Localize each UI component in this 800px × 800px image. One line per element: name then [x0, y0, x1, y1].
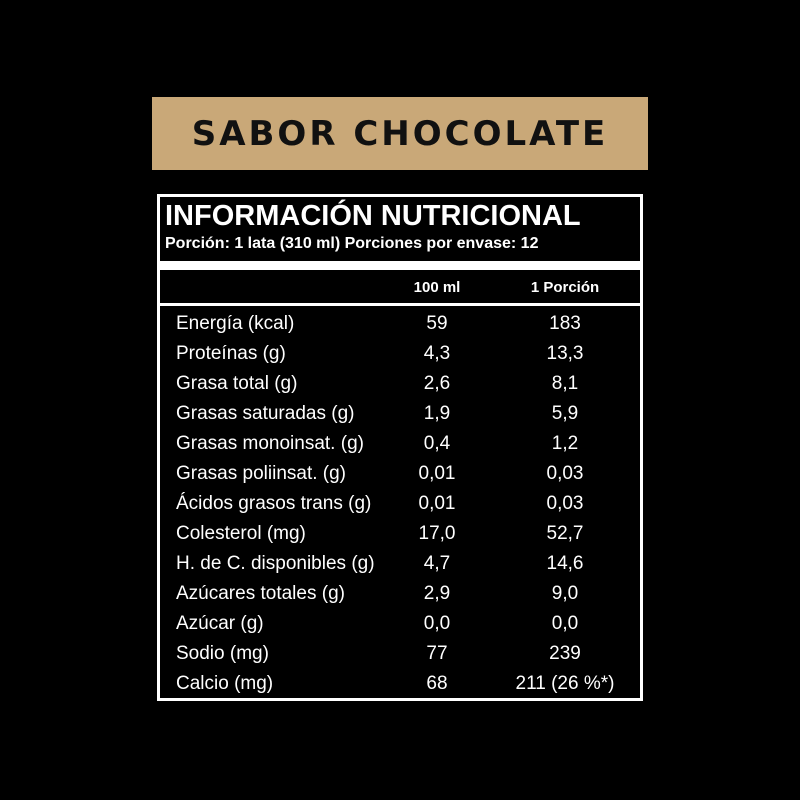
value-per-100ml: 77 — [426, 643, 448, 664]
column-header-100ml: 100 ml — [413, 279, 461, 296]
value-per-portion: 183 — [549, 313, 581, 334]
value-per-portion: 14,6 — [546, 553, 584, 574]
nutrient-label: Grasas poliinsat. (g) — [176, 463, 347, 484]
table-row: Grasas monoinsat. (g) 0,4 1,2 — [160, 429, 640, 459]
table-row: Ácidos grasos trans (g) 0,01 0,03 — [160, 489, 640, 519]
nutrient-label: Grasa total (g) — [176, 373, 298, 394]
value-per-portion: 52,7 — [546, 523, 584, 544]
value-per-portion: 9,0 — [551, 583, 579, 604]
nutrient-label: Ácidos grasos trans (g) — [176, 493, 372, 514]
value-per-portion: 211 (26 %*) — [515, 673, 615, 694]
value-per-100ml: 17,0 — [418, 523, 456, 544]
nutrient-table: Energía (kcal) 59 183 Proteínas (g) 4,3 1… — [160, 306, 640, 698]
table-row: Grasas poliinsat. (g) 0,01 0,03 — [160, 459, 640, 489]
panel-title: INFORMACIÓN NUTRICIONAL — [165, 200, 581, 232]
nutrient-label: Energía (kcal) — [176, 313, 295, 334]
nutrient-label: Proteínas (g) — [176, 343, 286, 364]
flavor-banner: SABOR CHOCOLATE — [152, 97, 648, 170]
nutrient-label: Grasas saturadas (g) — [176, 403, 355, 424]
value-per-portion: 0,03 — [546, 463, 584, 484]
column-header-portion: 1 Porción — [530, 279, 600, 296]
value-per-100ml: 0,4 — [423, 433, 451, 454]
flavor-title: SABOR CHOCOLATE — [191, 113, 609, 154]
value-per-100ml: 0,0 — [423, 613, 451, 634]
table-row: Sodio (mg) 77 239 — [160, 639, 640, 669]
value-per-100ml: 59 — [426, 313, 448, 334]
value-per-100ml: 2,6 — [423, 373, 451, 394]
table-row: Energía (kcal) 59 183 — [160, 309, 640, 339]
table-row: Azúcares totales (g) 2,9 9,0 — [160, 579, 640, 609]
value-per-100ml: 4,3 — [423, 343, 451, 364]
value-per-portion: 8,1 — [551, 373, 579, 394]
nutrient-label: Azúcares totales (g) — [176, 583, 345, 604]
nutrient-label: Azúcar (g) — [176, 613, 264, 634]
value-per-portion: 1,2 — [551, 433, 579, 454]
value-per-portion: 0,0 — [551, 613, 579, 634]
nutrient-label: Colesterol (mg) — [176, 523, 306, 544]
table-row: Azúcar (g) 0,0 0,0 — [160, 609, 640, 639]
table-row: Calcio (mg) 68 211 (26 %*) — [160, 669, 640, 699]
value-per-portion: 0,03 — [546, 493, 584, 514]
nutrient-label: H. de C. disponibles (g) — [176, 553, 375, 574]
nutrition-facts-panel: INFORMACIÓN NUTRICIONAL Porción: 1 lata … — [157, 194, 643, 701]
value-per-portion: 13,3 — [546, 343, 584, 364]
value-per-100ml: 4,7 — [423, 553, 451, 574]
value-per-100ml: 2,9 — [423, 583, 451, 604]
value-per-100ml: 0,01 — [418, 463, 456, 484]
value-per-100ml: 1,9 — [423, 403, 451, 424]
serving-info: Porción: 1 lata (310 ml) Porciones por e… — [165, 235, 539, 252]
nutrient-label: Calcio (mg) — [176, 673, 274, 694]
nutrient-label: Grasas monoinsat. (g) — [176, 433, 364, 454]
table-row: Grasa total (g) 2,6 8,1 — [160, 369, 640, 399]
table-row: Grasas saturadas (g) 1,9 5,9 — [160, 399, 640, 429]
nutrient-label: Sodio (mg) — [176, 643, 269, 664]
table-row: Colesterol (mg) 17,0 52,7 — [160, 519, 640, 549]
panel-header: INFORMACIÓN NUTRICIONAL Porción: 1 lata … — [160, 197, 640, 261]
value-per-100ml: 0,01 — [418, 493, 456, 514]
table-row: Proteínas (g) 4,3 13,3 — [160, 339, 640, 369]
column-header-row: 100 ml 1 Porción — [160, 270, 640, 303]
value-per-portion: 239 — [549, 643, 581, 664]
table-row: H. de C. disponibles (g) 4,7 14,6 — [160, 549, 640, 579]
value-per-portion: 5,9 — [551, 403, 579, 424]
value-per-100ml: 68 — [426, 673, 448, 694]
